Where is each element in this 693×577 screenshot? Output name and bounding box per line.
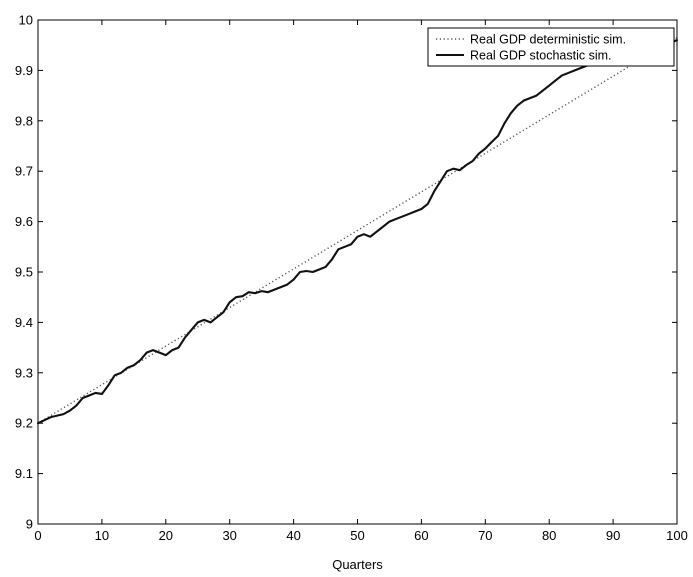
x-tick-label: 40 [286,528,300,543]
x-tick-label: 0 [34,528,41,543]
x-tick-label: 30 [222,528,236,543]
y-tick-label: 9.8 [15,113,33,128]
y-tick-label: 9.4 [15,315,33,330]
legend-box [427,27,675,67]
y-tick-label: 9.1 [15,466,33,481]
x-tick-label: 50 [350,528,364,543]
y-tick-labels: 9 9.1 9.2 9.3 9.4 9.5 9.6 9.7 9.8 9.9 10 [15,13,33,532]
y-tick-label: 9.7 [15,164,33,179]
legend-label: Real GDP deterministic sim. [470,33,626,47]
x-tick-labels: 0 10 20 30 40 50 60 70 80 90 100 [34,528,687,543]
x-tick-label: 100 [666,528,688,543]
y-tick-label: 9.9 [15,63,33,78]
x-axis-label: Quarters [332,557,383,572]
series-layer [36,37,679,425]
stochastic-series-line [36,39,679,425]
plot-area [37,19,678,525]
x-tick-label: 70 [478,528,492,543]
legend: Real GDP deterministic sim. Real GDP stoc… [427,27,675,67]
x-tick-label: 20 [159,528,173,543]
y-tick-label: 9.3 [15,365,33,380]
x-tick-label: 60 [414,528,428,543]
legend-label: Real GDP stochastic sim. [470,49,611,63]
x-tick-label: 90 [606,528,620,543]
y-tick-label: 9.2 [15,416,33,431]
y-tick-label: 9.5 [15,265,33,280]
y-tick-label: 9 [26,517,33,532]
deterministic-series-line [37,37,678,424]
y-tick-label: 9.6 [15,214,33,229]
x-tick-label: 10 [95,528,109,543]
y-tick-label: 10 [19,13,33,28]
axis-ticks [37,19,678,525]
x-tick-label: 80 [542,528,556,543]
